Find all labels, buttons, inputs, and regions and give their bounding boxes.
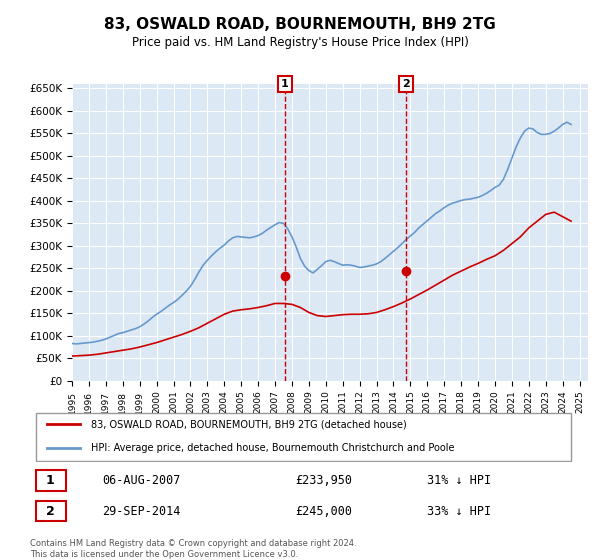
Text: 33% ↓ HPI: 33% ↓ HPI — [427, 505, 491, 517]
Text: Contains HM Land Registry data © Crown copyright and database right 2024.: Contains HM Land Registry data © Crown c… — [30, 539, 356, 548]
Text: This data is licensed under the Open Government Licence v3.0.: This data is licensed under the Open Gov… — [30, 550, 298, 559]
Text: 83, OSWALD ROAD, BOURNEMOUTH, BH9 2TG: 83, OSWALD ROAD, BOURNEMOUTH, BH9 2TG — [104, 17, 496, 32]
Text: Price paid vs. HM Land Registry's House Price Index (HPI): Price paid vs. HM Land Registry's House … — [131, 36, 469, 49]
FancyBboxPatch shape — [35, 413, 571, 461]
Text: 06-AUG-2007: 06-AUG-2007 — [102, 474, 180, 487]
Text: 2: 2 — [46, 505, 55, 517]
Text: 31% ↓ HPI: 31% ↓ HPI — [427, 474, 491, 487]
Text: 83, OSWALD ROAD, BOURNEMOUTH, BH9 2TG (detached house): 83, OSWALD ROAD, BOURNEMOUTH, BH9 2TG (d… — [91, 419, 406, 429]
Text: £233,950: £233,950 — [295, 474, 352, 487]
Text: £245,000: £245,000 — [295, 505, 352, 517]
FancyBboxPatch shape — [35, 501, 66, 521]
Text: HPI: Average price, detached house, Bournemouth Christchurch and Poole: HPI: Average price, detached house, Bour… — [91, 443, 454, 453]
Text: 1: 1 — [281, 79, 289, 89]
FancyBboxPatch shape — [35, 470, 66, 491]
Text: 2: 2 — [402, 79, 410, 89]
Text: 1: 1 — [46, 474, 55, 487]
Text: 29-SEP-2014: 29-SEP-2014 — [102, 505, 180, 517]
